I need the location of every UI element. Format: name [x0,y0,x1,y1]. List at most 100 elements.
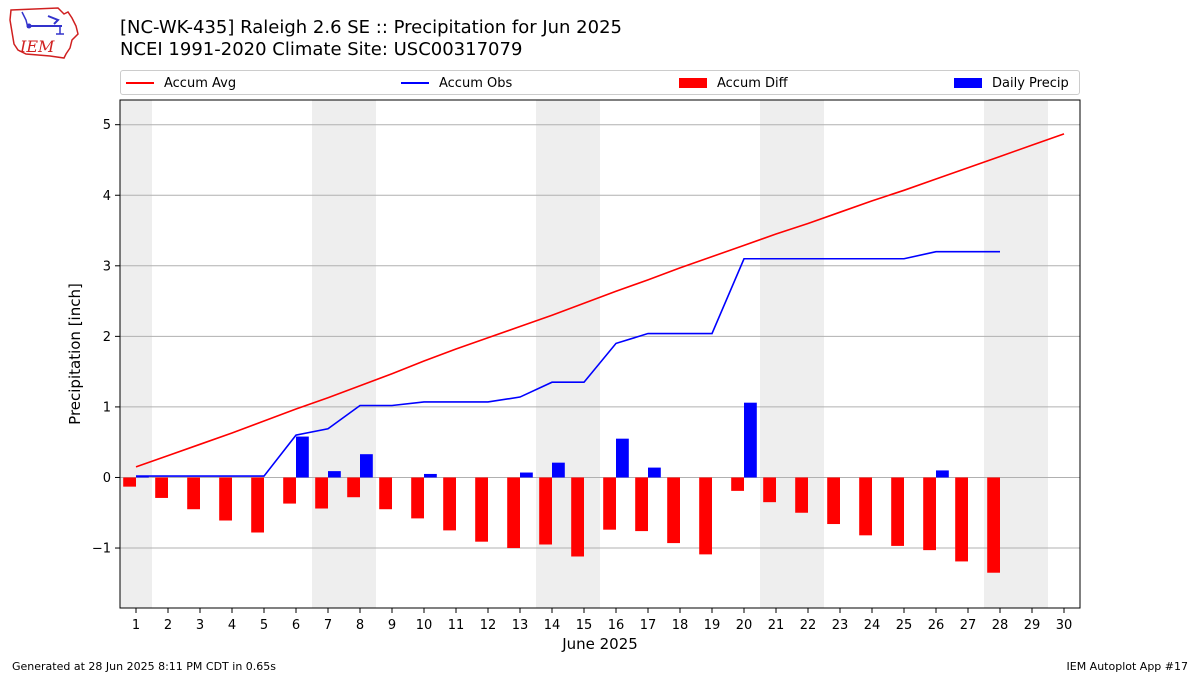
x-tick-label: 8 [356,618,364,633]
accum-avg-line [135,133,1065,468]
legend-item-accum-avg: Accum Avg [126,74,236,92]
daily-precip-bar [520,472,533,478]
legend: Accum Avg Accum Obs Accum Diff Daily Pre… [120,70,1080,95]
x-tick-label: 13 [512,618,529,633]
accum-diff-bar [123,477,136,487]
footer-generated-text: Generated at 28 Jun 2025 8:11 PM CDT in … [12,660,277,673]
accum-diff-bar [571,477,584,557]
accum-diff-bar [219,477,232,521]
accum-diff-bar [763,477,776,503]
accum-diff-bar [283,477,296,504]
accum-diff-bar [411,477,424,519]
weekend-shade-1 [312,100,376,608]
accum-diff-bar [507,477,520,549]
iem-logo: IEM [6,4,82,60]
accum-diff-bar [443,477,456,531]
legend-swatch-accum-avg [126,82,154,84]
daily-precip-bar [424,473,437,478]
x-tick-label: 11 [448,618,465,633]
legend-item-daily-precip: Daily Precip [954,74,1069,92]
daily-precip-bar [360,454,373,478]
accum-diff-bar [603,477,616,530]
y-tick-label: 5 [103,118,111,133]
accum-diff-bar [155,477,168,498]
legend-item-accum-diff: Accum Diff [679,74,788,92]
x-tick-label: 17 [640,618,657,633]
accum-diff-bar [987,477,1000,573]
daily-precip-bar [744,402,757,478]
x-tick-label: 24 [864,618,881,633]
y-axis-label: Precipitation [inch] [66,283,84,425]
x-tick-label: 10 [416,618,433,633]
x-tick-label: 9 [388,618,396,633]
legend-swatch-accum-diff [679,78,707,88]
daily-precip-bar [616,438,629,478]
plot-frame [119,99,1081,609]
accum-diff-bar [635,477,648,532]
y-tick-label: 4 [103,189,111,204]
daily-precip-bar [328,471,341,478]
legend-swatch-accum-obs [401,82,429,84]
x-tick-label: 19 [704,618,721,633]
x-axis-label: June 2025 [561,635,638,653]
accum-diff-bar [859,477,872,536]
accum-diff-bar [539,477,552,545]
x-tick-label: 3 [196,618,204,633]
legend-swatch-daily-precip [954,78,982,88]
x-tick-label: 23 [832,618,849,633]
x-tick-label: 4 [228,618,236,633]
x-tick-label: 26 [928,618,945,633]
accum-diff-bar [795,477,808,513]
x-tick-label: 30 [1056,618,1073,633]
chart-subtitle: NCEI 1991-2020 Climate Site: USC00317079 [120,39,523,60]
accum-diff-bar [955,477,968,562]
y-tick-label: −1 [92,542,111,557]
legend-label-accum-diff: Accum Diff [717,75,788,91]
daily-precip-bar [648,467,661,478]
accum-diff-bar [379,477,392,510]
x-tick-label: 29 [1024,618,1041,633]
daily-precip-bar [296,436,309,478]
x-tick-label: 14 [544,618,561,633]
accum-diff-bar [347,477,360,498]
x-tick-label: 22 [800,618,817,633]
x-tick-label: 28 [992,618,1009,633]
x-tick-label: 27 [960,618,977,633]
accum-diff-bar [251,477,264,533]
y-tick-label: 1 [103,400,111,415]
legend-label-accum-avg: Accum Avg [164,75,237,91]
accum-diff-bar [187,477,200,510]
x-tick-label: 18 [672,618,689,633]
accum-diff-bar [891,477,904,546]
daily-precip-bar [552,462,565,478]
accum-diff-bar [731,477,744,491]
y-tick-label: 0 [103,471,111,486]
weekend-shade-3 [760,100,824,608]
accum-diff-bar [475,477,488,542]
x-tick-label: 12 [480,618,497,633]
x-tick-label: 7 [324,618,332,633]
accum-diff-bar [923,477,936,551]
x-tick-label: 20 [736,618,753,633]
chart-title: [NC-WK-435] Raleigh 2.6 SE :: Precipitat… [120,17,622,38]
footer-app-text: IEM Autoplot App #17 [1066,660,1189,673]
legend-item-accum-obs: Accum Obs [401,74,512,92]
accum-diff-bar [827,477,840,525]
legend-label-daily-precip: Daily Precip [992,75,1069,91]
accum-diff-bar [699,477,712,555]
x-tick-label: 5 [260,618,268,633]
daily-precip-bar [936,470,949,478]
x-tick-label: 16 [608,618,625,633]
x-tick-label: 25 [896,618,913,633]
x-tick-label: 6 [292,618,300,633]
x-tick-label: 1 [132,618,140,633]
y-tick-label: 3 [103,259,111,274]
y-tick-label: 2 [103,330,111,345]
logo-text: IEM [19,37,55,56]
weekend-shade-0 [120,100,152,608]
x-tick-label: 21 [768,618,785,633]
x-tick-label: 15 [576,618,593,633]
accum-obs-line [136,250,1000,477]
accum-diff-bar [315,477,328,509]
